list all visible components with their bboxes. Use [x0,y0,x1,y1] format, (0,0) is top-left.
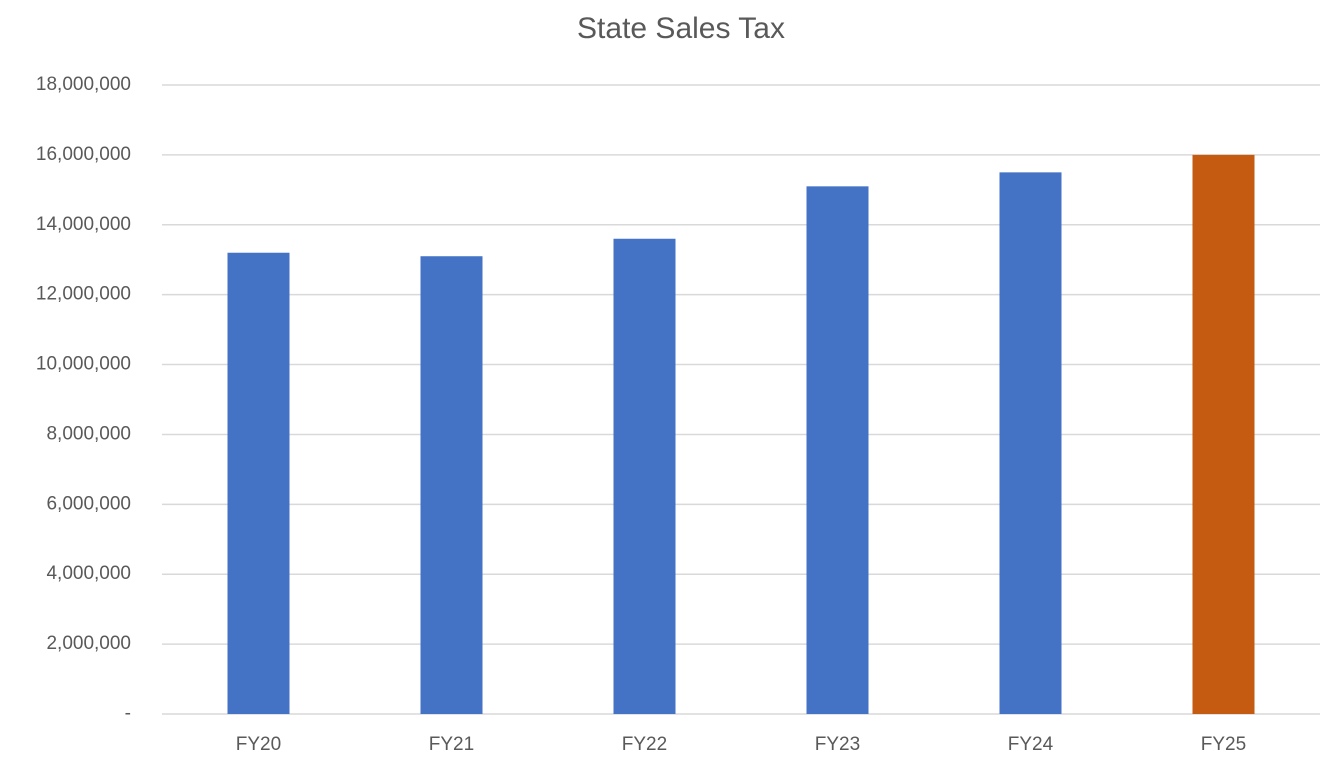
y-tick-label: 8,000,000 [46,423,131,444]
bar [806,186,869,715]
y-tick-label: 12,000,000 [36,284,131,305]
y-tick-label: - [125,703,131,724]
chart-title: State Sales Tax [577,12,785,45]
y-tick-label: 16,000,000 [36,144,131,165]
y-tick-label: 14,000,000 [36,214,131,235]
bar [999,172,1062,715]
y-tick-label: 10,000,000 [36,354,131,375]
x-tick-label: FY21 [429,734,474,755]
x-tick-label: FY24 [1008,734,1054,755]
y-tick-label: 4,000,000 [46,563,131,584]
x-tick-label: FY22 [622,734,667,755]
bar [1192,154,1255,714]
x-tick-label: FY20 [236,734,281,755]
bar [420,256,483,714]
y-tick-label: 2,000,000 [46,633,131,654]
y-tick-label: 18,000,000 [36,74,131,95]
x-tick-label: FY25 [1201,734,1246,755]
y-tick-label: 6,000,000 [46,493,131,514]
bar [227,252,290,714]
bar [613,238,676,714]
x-tick-label: FY23 [815,734,860,755]
